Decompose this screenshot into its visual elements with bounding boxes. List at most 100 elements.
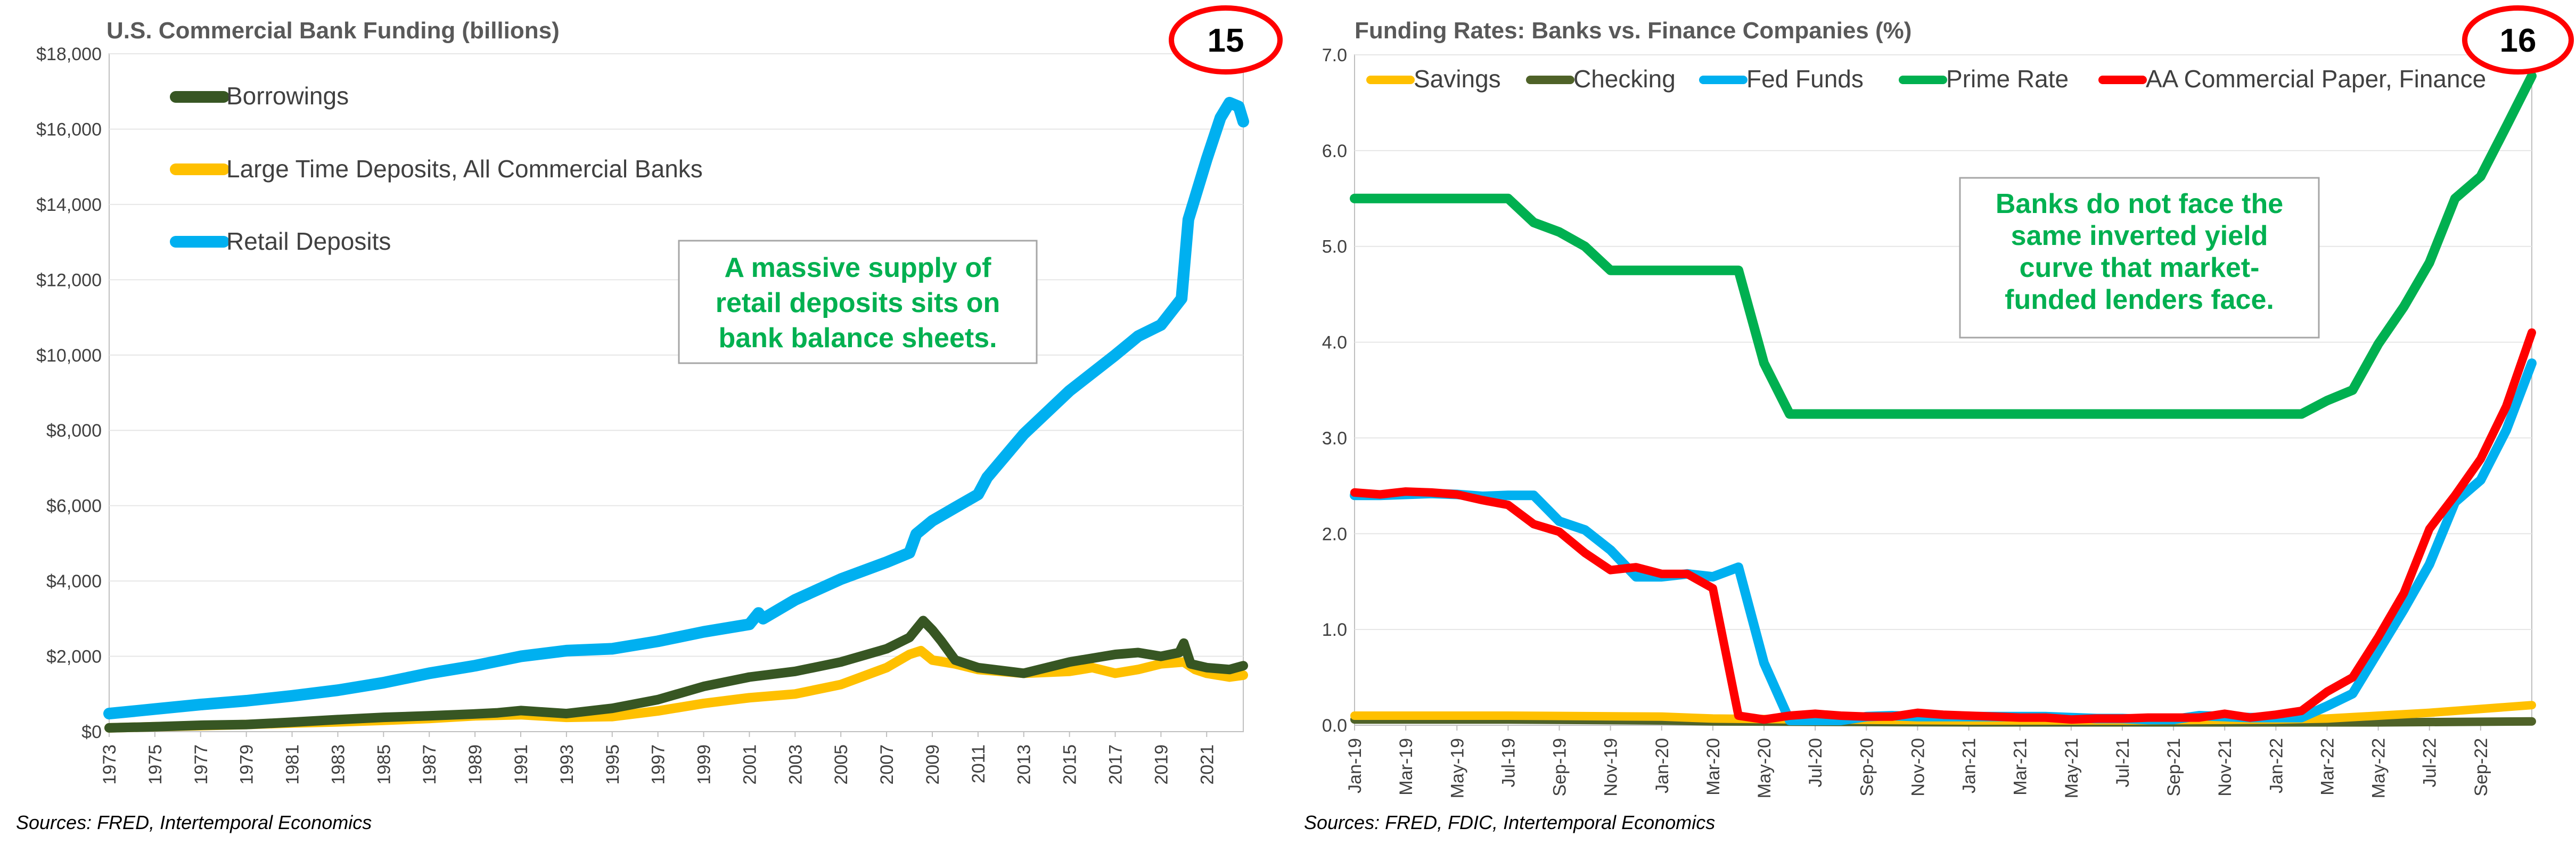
annotation-line-1: Banks do not face the (1996, 189, 2283, 219)
x-tick-label: 2009 (923, 744, 943, 785)
annotation-border (678, 240, 1038, 364)
x-tick-label: Mar-20 (1703, 738, 1724, 796)
legend-label-borrowings: Borrowings (226, 82, 349, 110)
badge-number: 16 (2500, 22, 2537, 59)
y-tick-label: 1.0 (1322, 620, 1347, 640)
x-tick-label: Mar-21 (2011, 738, 2031, 796)
x-tick-label: 1999 (694, 744, 715, 785)
annotation-line-1: A massive supply of (725, 252, 992, 283)
annotation-line-2: retail deposits sits on (716, 288, 1000, 318)
x-tick-label: 2003 (785, 744, 806, 785)
x-tick-label: 2005 (831, 744, 851, 785)
x-tick-label: 1973 (100, 744, 120, 785)
x-tick-label: Jul-21 (2113, 738, 2133, 788)
x-tick-label: 2011 (969, 744, 989, 783)
y-tick-label: $8,000 (46, 421, 102, 441)
legend-label-fed-funds: Fed Funds (1746, 65, 1864, 93)
x-tick-label: May-22 (2369, 738, 2389, 798)
series-line-borrowings (104, 616, 1248, 733)
y-axis-ticks: $0 $2,000 $4,000 $6,000 $8,000 $10,000 $12,000… (36, 44, 102, 742)
y-tick-label: 6.0 (1322, 141, 1347, 161)
x-tick-label: 2013 (1014, 744, 1035, 785)
x-tick-label: 2021 (1197, 744, 1217, 785)
y-tick-label: $14,000 (36, 195, 102, 215)
y-axis-ticks: 0.0 1.0 2.0 3.0 4.0 5.0 6.0 7.0 (1322, 45, 1347, 736)
x-tick-label: 1977 (191, 744, 211, 785)
annotation-line-3: curve that market- (2020, 252, 2260, 283)
badge-ellipse (2462, 5, 2574, 75)
x-tick-label: Sep-21 (2164, 738, 2184, 797)
annotation-box: A massive supply of retail deposits sits… (678, 240, 1038, 364)
x-tick-label: 2007 (877, 744, 897, 785)
x-tick-label: 1979 (237, 744, 257, 785)
y-tick-label: 3.0 (1322, 428, 1347, 448)
x-tick-label: Nov-21 (2215, 738, 2235, 797)
x-tick-label: 1987 (420, 744, 440, 785)
x-tick-label: May-21 (2062, 738, 2082, 798)
y-tick-label: $6,000 (46, 496, 102, 517)
x-tick-label: Jan-22 (2266, 738, 2286, 793)
chart-title: U.S. Commercial Bank Funding (billions) (106, 18, 560, 44)
funding-rates-chart-svg: Funding Rates: Banks vs. Finance Compani… (1304, 5, 2574, 833)
y-tick-label: $16,000 (36, 119, 102, 140)
x-tick-label: 1983 (328, 744, 348, 785)
x-tick-label: May-20 (1754, 738, 1775, 798)
badge-number: 15 (1208, 22, 1244, 59)
annotation-line-2: same inverted yield (2011, 220, 2268, 251)
badge-ellipse (1169, 5, 1283, 75)
x-tick-label: 1975 (145, 744, 166, 785)
series-line-aa-commercial-paper-finance (1350, 328, 2536, 724)
chart-panel-bank-funding: U.S. Commercial Bank Funding (billions) … (16, 5, 1283, 833)
source-note: Sources: FRED, FDIC, Intertemporal Econo… (1304, 812, 1715, 833)
y-tick-label: $10,000 (36, 346, 102, 366)
legend-label-retail-deposits: Retail Deposits (226, 227, 391, 255)
x-tick-label: Sep-20 (1857, 738, 1877, 797)
y-tick-label: $0 (81, 722, 102, 742)
annotation-box: Banks do not face the same inverted yiel… (1959, 177, 2320, 339)
series-line-prime-rate (1350, 71, 2537, 419)
x-tick-label: 1981 (283, 744, 303, 785)
chart-panel-funding-rates: Funding Rates: Banks vs. Finance Compani… (1288, 0, 2576, 844)
y-tick-label: $4,000 (46, 571, 102, 592)
bank-funding-chart-svg: U.S. Commercial Bank Funding (billions) … (16, 5, 1283, 833)
x-tick-label: Jul-19 (1498, 738, 1519, 788)
x-tick-label: 2001 (740, 744, 760, 785)
x-tick-label: Mar-22 (2317, 738, 2337, 796)
data-series (1350, 71, 2537, 727)
annotation-line-4: funded lenders face. (2005, 284, 2274, 315)
chart-title: Funding Rates: Banks vs. Finance Compani… (1355, 18, 1912, 44)
legend-label-prime-rate: Prime Rate (1946, 65, 2069, 93)
annotation-border (1959, 177, 2320, 339)
x-tick-label: 1997 (649, 744, 669, 785)
legend-label-aa-commercial-paper: AA Commercial Paper, Finance (2146, 65, 2486, 93)
y-tick-label: $18,000 (36, 44, 102, 64)
page-number-badge: 16 (2462, 5, 2574, 75)
page-number-badge: 15 (1169, 5, 1283, 75)
x-tick-label: Jul-22 (2420, 738, 2440, 788)
x-tick-label: Mar-19 (1396, 738, 1416, 796)
x-axis-ticks: Jan-19 Mar-19 May-19 Jul-19 Sep-19 Nov-19 Jan-… (1345, 725, 2491, 798)
y-tick-label: 4.0 (1322, 333, 1347, 353)
x-tick-label: May-19 (1447, 738, 1467, 798)
x-tick-label: Jul-20 (1806, 738, 1826, 788)
x-tick-label: Jan-19 (1345, 738, 1365, 793)
y-tick-label: 5.0 (1322, 237, 1347, 257)
y-tick-label: 7.0 (1322, 45, 1347, 65)
x-tick-label: Sep-19 (1550, 738, 1570, 797)
x-tick-label: 2019 (1151, 744, 1171, 785)
x-tick-label: Jan-20 (1652, 738, 1672, 793)
y-tick-label: 2.0 (1322, 524, 1347, 544)
x-tick-label: 1995 (603, 744, 623, 785)
y-tick-label: 0.0 (1322, 716, 1347, 736)
y-gridlines (1355, 54, 2532, 630)
annotation-line-3: bank balance sheets. (718, 323, 997, 354)
x-tick-label: Nov-19 (1601, 738, 1621, 797)
legend: Borrowings Large Time Deposits, All Comm… (170, 82, 703, 255)
y-tick-label: $12,000 (36, 270, 102, 290)
x-tick-label: 1991 (511, 744, 531, 785)
y-tick-label: $2,000 (46, 647, 102, 667)
data-series (103, 96, 1249, 733)
x-tick-label: 2015 (1060, 744, 1080, 785)
legend-label-large-time-deposits: Large Time Deposits, All Commercial Bank… (226, 155, 703, 183)
series-line-retail-deposits (103, 96, 1249, 720)
